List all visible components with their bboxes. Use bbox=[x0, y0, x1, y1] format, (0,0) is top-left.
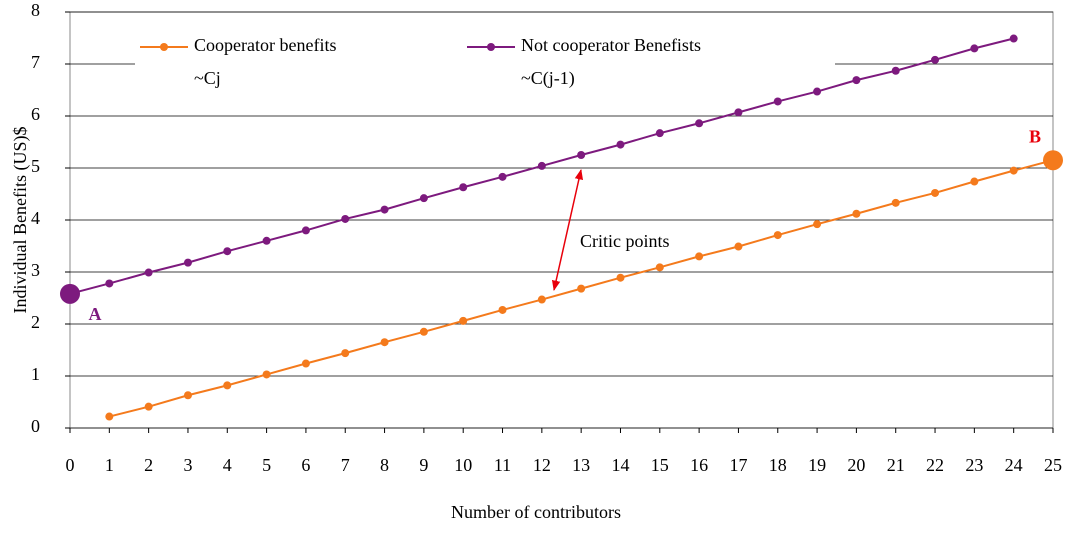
point bbox=[655, 263, 664, 272]
point bbox=[105, 279, 114, 288]
point bbox=[773, 231, 782, 240]
x-tick-label: 10 bbox=[454, 455, 472, 475]
point bbox=[419, 327, 428, 336]
point bbox=[262, 236, 271, 245]
x-tick-label: 15 bbox=[651, 455, 669, 475]
annotation-arrow bbox=[551, 168, 584, 292]
y-tick-label: 5 bbox=[31, 156, 40, 176]
point bbox=[301, 359, 310, 368]
point bbox=[537, 161, 546, 170]
point bbox=[223, 247, 232, 256]
legend-label: Cooperator benefits bbox=[194, 35, 336, 55]
x-tick-label: 23 bbox=[965, 455, 983, 475]
legend-marker bbox=[487, 43, 495, 51]
point bbox=[616, 140, 625, 149]
point bbox=[695, 252, 704, 261]
point bbox=[891, 198, 900, 207]
x-tick-label: 16 bbox=[690, 455, 708, 475]
point bbox=[183, 258, 192, 267]
x-tick-label: 3 bbox=[183, 455, 192, 475]
x-tick-label: 25 bbox=[1044, 455, 1062, 475]
x-tick-label: 21 bbox=[887, 455, 905, 475]
point bbox=[144, 268, 153, 277]
x-tick-label: 22 bbox=[926, 455, 944, 475]
point bbox=[695, 119, 704, 128]
annotation: Critic points bbox=[580, 231, 670, 251]
legend-box bbox=[135, 30, 835, 98]
point bbox=[380, 205, 389, 214]
point bbox=[773, 97, 782, 106]
point bbox=[970, 177, 979, 186]
point bbox=[734, 108, 743, 117]
point bbox=[144, 402, 153, 411]
point bbox=[852, 76, 861, 85]
point bbox=[891, 66, 900, 75]
y-tick-label: 7 bbox=[31, 52, 40, 72]
legend-label: Not cooperator Benefists bbox=[521, 35, 701, 55]
x-tick-label: 20 bbox=[847, 455, 865, 475]
point bbox=[105, 412, 114, 421]
point bbox=[380, 338, 389, 347]
x-tick-label: 12 bbox=[533, 455, 551, 475]
point bbox=[931, 188, 940, 197]
point-label: A bbox=[89, 304, 102, 324]
legend-formula: ~Cj bbox=[194, 68, 221, 88]
point bbox=[459, 183, 468, 192]
y-tick-label: 4 bbox=[31, 208, 40, 228]
x-tick-label: 2 bbox=[144, 455, 153, 475]
y-tick-label: 1 bbox=[31, 364, 40, 384]
point bbox=[1009, 166, 1018, 175]
x-tick-label: 6 bbox=[301, 455, 310, 475]
x-tick-label: 11 bbox=[494, 455, 511, 475]
highlight-point bbox=[1043, 150, 1063, 171]
point-label: B bbox=[1029, 126, 1041, 146]
x-axis-label: Number of contributors bbox=[451, 502, 621, 522]
point bbox=[183, 391, 192, 400]
point bbox=[852, 209, 861, 218]
point bbox=[537, 295, 546, 304]
point bbox=[577, 284, 586, 293]
x-tick-label: 9 bbox=[419, 455, 428, 475]
x-tick-label: 8 bbox=[380, 455, 389, 475]
point bbox=[262, 370, 271, 379]
point bbox=[223, 381, 232, 390]
x-tick-label: 18 bbox=[769, 455, 787, 475]
point bbox=[734, 242, 743, 251]
x-tick-label: 19 bbox=[808, 455, 826, 475]
x-tick-label: 7 bbox=[341, 455, 350, 475]
point bbox=[498, 172, 507, 181]
point bbox=[341, 214, 350, 223]
point bbox=[459, 316, 468, 325]
y-tick-label: 2 bbox=[31, 312, 40, 332]
point bbox=[655, 129, 664, 138]
point bbox=[970, 44, 979, 53]
y-tick-label: 0 bbox=[31, 416, 40, 436]
legend-marker bbox=[160, 43, 168, 51]
x-tick-label: 13 bbox=[572, 455, 590, 475]
y-tick-label: 6 bbox=[31, 104, 40, 124]
x-tick-label: 1 bbox=[105, 455, 114, 475]
point bbox=[616, 273, 625, 282]
x-tick-label: 4 bbox=[223, 455, 232, 475]
x-tick-label: 17 bbox=[729, 455, 747, 475]
x-tick-label: 0 bbox=[66, 455, 75, 475]
y-tick-label: 3 bbox=[31, 260, 40, 280]
highlight-point bbox=[60, 283, 80, 304]
point bbox=[301, 226, 310, 235]
point bbox=[813, 220, 822, 229]
point bbox=[498, 305, 507, 314]
point bbox=[1009, 34, 1018, 43]
x-tick-label: 14 bbox=[611, 455, 629, 475]
x-tick-label: 5 bbox=[262, 455, 271, 475]
point bbox=[577, 151, 586, 159]
x-tick-label: 24 bbox=[1005, 455, 1023, 475]
point bbox=[813, 87, 822, 96]
point bbox=[341, 349, 350, 358]
y-tick-label: 8 bbox=[31, 0, 40, 20]
legend-formula: ~C(j-1) bbox=[521, 68, 575, 89]
point bbox=[419, 194, 428, 203]
point bbox=[931, 55, 940, 64]
y-axis-label: Individual Benefits (US)$ bbox=[10, 127, 31, 314]
